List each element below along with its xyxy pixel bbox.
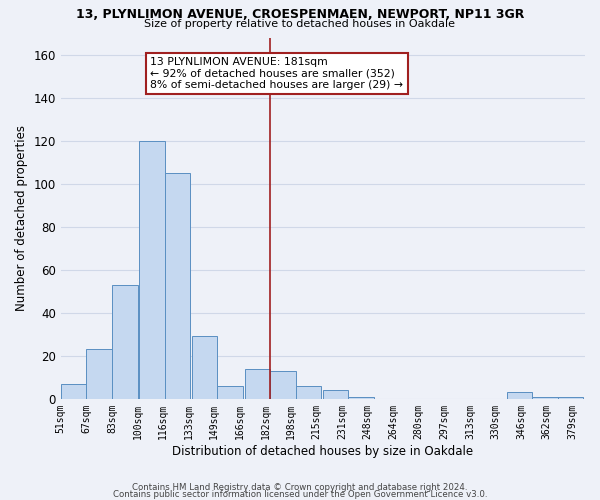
Bar xyxy=(349,396,374,399)
Y-axis label: Number of detached properties: Number of detached properties xyxy=(15,125,28,311)
Text: Contains public sector information licensed under the Open Government Licence v3: Contains public sector information licen… xyxy=(113,490,487,499)
Text: 13 PLYNLIMON AVENUE: 181sqm
← 92% of detached houses are smaller (352)
8% of sem: 13 PLYNLIMON AVENUE: 181sqm ← 92% of det… xyxy=(150,57,403,90)
Bar xyxy=(323,390,349,399)
Bar xyxy=(192,336,217,399)
Text: Size of property relative to detached houses in Oakdale: Size of property relative to detached ho… xyxy=(145,19,455,29)
Bar xyxy=(296,386,321,399)
Text: Contains HM Land Registry data © Crown copyright and database right 2024.: Contains HM Land Registry data © Crown c… xyxy=(132,484,468,492)
Bar xyxy=(558,396,583,399)
Bar xyxy=(532,396,558,399)
Bar xyxy=(86,350,112,399)
Bar xyxy=(506,392,532,399)
Bar xyxy=(61,384,86,399)
Text: 13, PLYNLIMON AVENUE, CROESPENMAEN, NEWPORT, NP11 3GR: 13, PLYNLIMON AVENUE, CROESPENMAEN, NEWP… xyxy=(76,8,524,20)
Bar xyxy=(270,371,296,399)
Bar xyxy=(139,140,164,399)
Bar xyxy=(164,173,190,399)
Bar xyxy=(217,386,243,399)
Bar xyxy=(112,285,137,399)
Bar xyxy=(245,368,270,399)
X-axis label: Distribution of detached houses by size in Oakdale: Distribution of detached houses by size … xyxy=(172,444,473,458)
